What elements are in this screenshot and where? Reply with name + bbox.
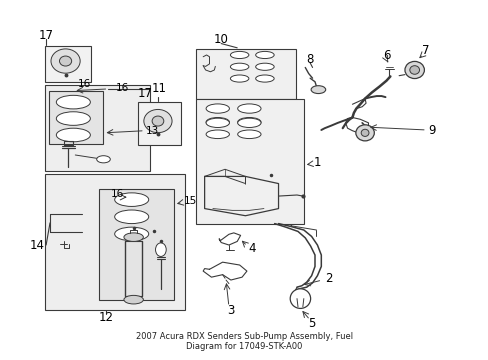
Bar <box>196 49 295 99</box>
Text: 5: 5 <box>307 317 315 330</box>
Bar <box>45 46 91 82</box>
Ellipse shape <box>237 118 261 127</box>
Text: 2: 2 <box>324 272 331 285</box>
Ellipse shape <box>289 289 310 309</box>
Ellipse shape <box>255 75 274 82</box>
Ellipse shape <box>409 66 419 74</box>
Ellipse shape <box>355 125 373 141</box>
Ellipse shape <box>205 118 229 127</box>
Ellipse shape <box>230 63 248 70</box>
Ellipse shape <box>255 51 274 59</box>
Ellipse shape <box>97 156 110 163</box>
Text: 17: 17 <box>137 87 152 100</box>
Ellipse shape <box>255 63 274 70</box>
Text: 17: 17 <box>39 29 54 42</box>
Text: 2007 Acura RDX Senders Sub-Pump Assembly, Fuel
Diagram for 17049-STK-A00: 2007 Acura RDX Senders Sub-Pump Assembly… <box>136 332 352 351</box>
Text: 9: 9 <box>427 124 435 137</box>
Bar <box>137 102 181 145</box>
Text: 16: 16 <box>77 78 90 89</box>
Ellipse shape <box>56 112 90 125</box>
Text: 14: 14 <box>29 239 44 252</box>
Bar <box>45 85 149 171</box>
Ellipse shape <box>51 49 80 73</box>
Text: 13: 13 <box>145 126 159 136</box>
Ellipse shape <box>230 51 248 59</box>
Bar <box>49 91 103 144</box>
Text: 8: 8 <box>306 53 313 66</box>
Ellipse shape <box>56 128 90 142</box>
Text: 1: 1 <box>313 156 321 169</box>
Text: 16: 16 <box>116 83 129 93</box>
Ellipse shape <box>205 117 229 127</box>
Text: 12: 12 <box>98 311 113 324</box>
Text: 4: 4 <box>248 242 255 255</box>
Ellipse shape <box>155 243 166 256</box>
Text: 10: 10 <box>213 33 228 46</box>
Ellipse shape <box>237 117 261 127</box>
Text: 7: 7 <box>421 44 428 57</box>
Text: 16: 16 <box>110 189 123 199</box>
Ellipse shape <box>205 104 229 113</box>
Text: 11: 11 <box>152 82 166 95</box>
Ellipse shape <box>115 227 148 241</box>
Text: 6: 6 <box>382 49 389 62</box>
Ellipse shape <box>237 104 261 113</box>
Ellipse shape <box>123 296 143 304</box>
Ellipse shape <box>152 116 163 126</box>
Ellipse shape <box>123 233 143 242</box>
Bar <box>45 174 185 310</box>
Ellipse shape <box>60 56 72 66</box>
Bar <box>196 99 303 224</box>
Ellipse shape <box>143 109 172 133</box>
Ellipse shape <box>310 86 325 94</box>
Ellipse shape <box>115 210 148 224</box>
Ellipse shape <box>404 62 424 78</box>
Ellipse shape <box>205 130 229 139</box>
Bar <box>99 189 174 300</box>
Ellipse shape <box>230 75 248 82</box>
Ellipse shape <box>237 130 261 139</box>
Ellipse shape <box>361 129 368 136</box>
Text: 15: 15 <box>183 197 197 206</box>
Text: 3: 3 <box>227 304 234 317</box>
Ellipse shape <box>56 95 90 109</box>
Ellipse shape <box>115 193 148 206</box>
